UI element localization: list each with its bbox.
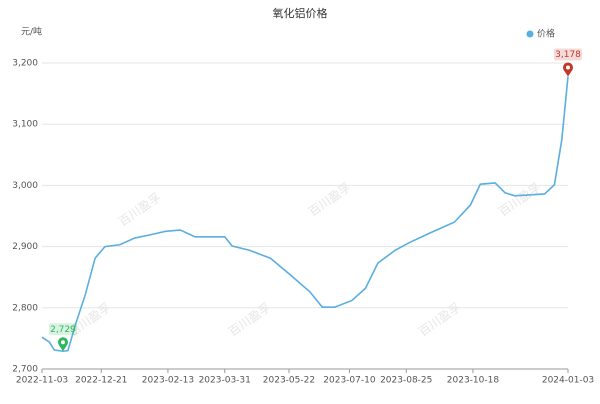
marker-dot <box>566 65 570 70</box>
label-box <box>554 48 582 61</box>
watermark: 百川盈孚 <box>416 300 463 339</box>
value-label: 3,178 <box>555 50 581 60</box>
y-tick-label: 2,700 <box>12 365 38 375</box>
price-line <box>41 76 569 353</box>
value-label: 2,729 <box>50 325 76 335</box>
x-tick-label: 2023-07-10 <box>323 376 376 386</box>
x-tick-label: 2024-01-03 <box>542 376 594 386</box>
legend-label: 价格 <box>537 28 555 40</box>
x-tick-label: 2023-08-25 <box>380 376 432 386</box>
watermark: 百川盈孚 <box>116 190 163 229</box>
y-tick-label: 3,200 <box>12 59 38 69</box>
label-box <box>48 323 77 336</box>
watermark: 百川盈孚 <box>496 180 543 219</box>
x-tick-label: 2023-02-13 <box>142 376 194 386</box>
y-unit: 元/吨 <box>21 26 42 38</box>
watermark: 百川盈孚 <box>306 180 353 219</box>
x-tick-label: 2023-10-18 <box>447 376 500 386</box>
y-tick-label: 3,000 <box>12 181 38 191</box>
watermark: 百川盈孚 <box>226 300 273 339</box>
legend-swatch <box>526 30 534 38</box>
y-tick-label: 3,100 <box>12 120 38 130</box>
x-tick-label: 2023-05-22 <box>263 376 315 386</box>
y-tick-label: 2,900 <box>12 242 38 252</box>
marker-dot <box>60 340 65 345</box>
x-tick-label: 2022-11-03 <box>16 376 68 386</box>
chart-title: 氧化铝价格 <box>273 6 328 20</box>
x-tick-label: 2023-03-31 <box>199 376 251 386</box>
y-tick-label: 2,800 <box>12 303 38 313</box>
x-tick-label: 2022-12-21 <box>75 376 127 386</box>
